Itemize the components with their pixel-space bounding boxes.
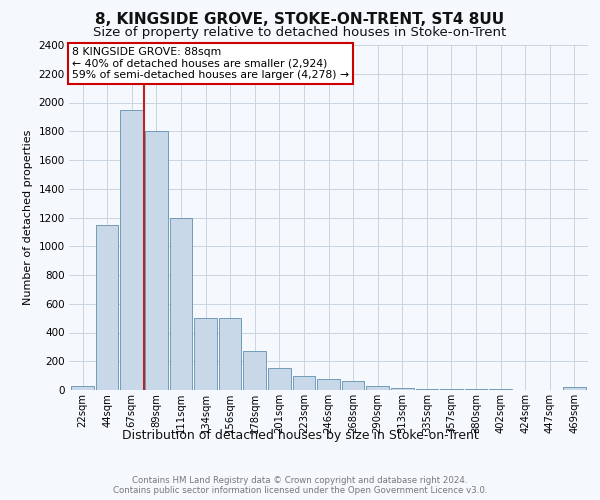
- Bar: [71, 386, 94, 390]
- Text: 8 KINGSIDE GROVE: 88sqm
← 40% of detached houses are smaller (2,924)
59% of semi: 8 KINGSIDE GROVE: 88sqm ← 40% of detache…: [71, 46, 349, 80]
- Bar: [440, 389, 463, 390]
- Bar: [317, 379, 340, 390]
- Bar: [293, 376, 315, 390]
- Bar: [268, 368, 290, 390]
- Bar: [219, 318, 241, 390]
- Text: Distribution of detached houses by size in Stoke-on-Trent: Distribution of detached houses by size …: [122, 430, 478, 442]
- Bar: [194, 318, 217, 390]
- Bar: [170, 218, 192, 390]
- Bar: [367, 386, 389, 390]
- Bar: [416, 389, 438, 390]
- Text: Size of property relative to detached houses in Stoke-on-Trent: Size of property relative to detached ho…: [94, 26, 506, 39]
- Text: 8, KINGSIDE GROVE, STOKE-ON-TRENT, ST4 8UU: 8, KINGSIDE GROVE, STOKE-ON-TRENT, ST4 8…: [95, 12, 505, 28]
- Bar: [244, 351, 266, 390]
- Bar: [342, 380, 364, 390]
- Bar: [391, 388, 413, 390]
- Text: Contains public sector information licensed under the Open Government Licence v3: Contains public sector information licen…: [113, 486, 487, 495]
- Bar: [121, 110, 143, 390]
- Bar: [145, 131, 167, 390]
- Y-axis label: Number of detached properties: Number of detached properties: [23, 130, 33, 305]
- Text: Contains HM Land Registry data © Crown copyright and database right 2024.: Contains HM Land Registry data © Crown c…: [132, 476, 468, 485]
- Bar: [96, 224, 118, 390]
- Bar: [563, 387, 586, 390]
